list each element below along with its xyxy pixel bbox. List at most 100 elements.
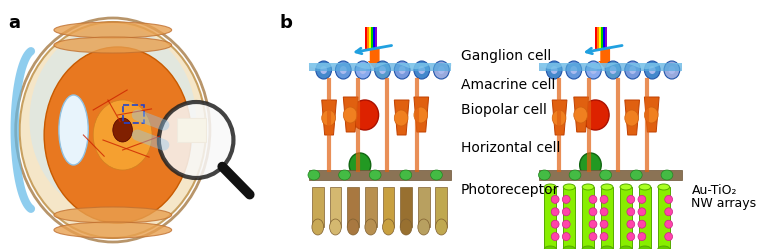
Ellipse shape [436, 219, 447, 235]
Bar [620, 187, 632, 249]
Circle shape [600, 195, 608, 203]
Ellipse shape [605, 61, 621, 79]
Bar [598, 27, 599, 49]
Bar [601, 27, 603, 49]
Circle shape [627, 233, 634, 241]
Text: Biopolar cell: Biopolar cell [461, 103, 547, 117]
Text: Horizontal cell: Horizontal cell [461, 141, 561, 155]
Bar [309, 170, 451, 180]
Ellipse shape [379, 66, 386, 74]
Ellipse shape [569, 170, 581, 180]
Bar [599, 27, 601, 49]
Ellipse shape [600, 170, 611, 180]
Ellipse shape [383, 219, 394, 235]
Polygon shape [322, 100, 336, 135]
Text: a: a [8, 14, 20, 32]
Bar [347, 187, 359, 227]
Ellipse shape [661, 170, 673, 180]
Bar [309, 63, 451, 71]
Polygon shape [574, 97, 588, 132]
Circle shape [665, 233, 672, 241]
Text: Ganglion cell: Ganglion cell [461, 49, 551, 63]
Text: Photoreceptor: Photoreceptor [461, 183, 559, 197]
Ellipse shape [320, 66, 327, 74]
Ellipse shape [624, 61, 641, 79]
Ellipse shape [658, 184, 670, 190]
Circle shape [562, 195, 570, 203]
Ellipse shape [54, 207, 172, 223]
Ellipse shape [574, 107, 588, 123]
Ellipse shape [564, 246, 575, 249]
Ellipse shape [639, 184, 651, 190]
Ellipse shape [308, 170, 320, 180]
Bar [639, 187, 651, 249]
Ellipse shape [631, 170, 642, 180]
Ellipse shape [538, 170, 551, 180]
Polygon shape [624, 100, 640, 135]
Bar [176, 118, 206, 142]
Circle shape [589, 233, 597, 241]
Ellipse shape [639, 246, 651, 249]
Ellipse shape [44, 47, 191, 223]
Bar [371, 27, 373, 49]
Ellipse shape [430, 170, 442, 180]
Circle shape [551, 220, 559, 228]
Bar [540, 170, 681, 180]
Circle shape [665, 195, 672, 203]
Ellipse shape [93, 100, 152, 170]
Ellipse shape [629, 66, 636, 74]
Ellipse shape [330, 219, 341, 235]
Ellipse shape [434, 61, 449, 79]
Ellipse shape [601, 184, 613, 190]
Ellipse shape [668, 66, 675, 74]
Ellipse shape [544, 246, 556, 249]
Polygon shape [552, 100, 567, 135]
Circle shape [638, 195, 646, 203]
Ellipse shape [340, 66, 346, 74]
Bar [436, 187, 447, 227]
Ellipse shape [54, 37, 172, 53]
Ellipse shape [644, 107, 658, 123]
Circle shape [600, 208, 608, 216]
Circle shape [627, 220, 634, 228]
Circle shape [551, 195, 559, 203]
Bar [418, 187, 430, 227]
Ellipse shape [54, 22, 172, 38]
Ellipse shape [375, 61, 390, 79]
Circle shape [159, 102, 233, 178]
Ellipse shape [566, 61, 581, 79]
Bar [605, 27, 607, 49]
Bar [383, 187, 394, 227]
Ellipse shape [585, 61, 601, 79]
Polygon shape [394, 100, 409, 135]
Ellipse shape [336, 61, 351, 79]
Ellipse shape [658, 246, 670, 249]
Circle shape [562, 233, 570, 241]
Ellipse shape [590, 66, 597, 74]
Bar [540, 63, 681, 71]
Bar [544, 187, 556, 249]
Ellipse shape [580, 153, 601, 177]
Ellipse shape [649, 66, 656, 74]
Text: Amacrine cell: Amacrine cell [461, 78, 555, 92]
Ellipse shape [582, 184, 594, 190]
Bar [564, 187, 575, 249]
Bar [658, 187, 670, 249]
Ellipse shape [547, 61, 562, 79]
Ellipse shape [601, 246, 613, 249]
Ellipse shape [349, 153, 371, 177]
Ellipse shape [316, 61, 332, 79]
Ellipse shape [644, 61, 660, 79]
Ellipse shape [414, 61, 430, 79]
Circle shape [562, 208, 570, 216]
Polygon shape [414, 97, 429, 132]
Ellipse shape [29, 25, 196, 215]
Bar [312, 187, 323, 227]
Ellipse shape [582, 246, 594, 249]
Ellipse shape [414, 107, 427, 123]
Ellipse shape [351, 100, 379, 130]
Ellipse shape [365, 219, 377, 235]
Circle shape [665, 220, 672, 228]
Ellipse shape [571, 66, 578, 74]
Ellipse shape [394, 110, 408, 126]
